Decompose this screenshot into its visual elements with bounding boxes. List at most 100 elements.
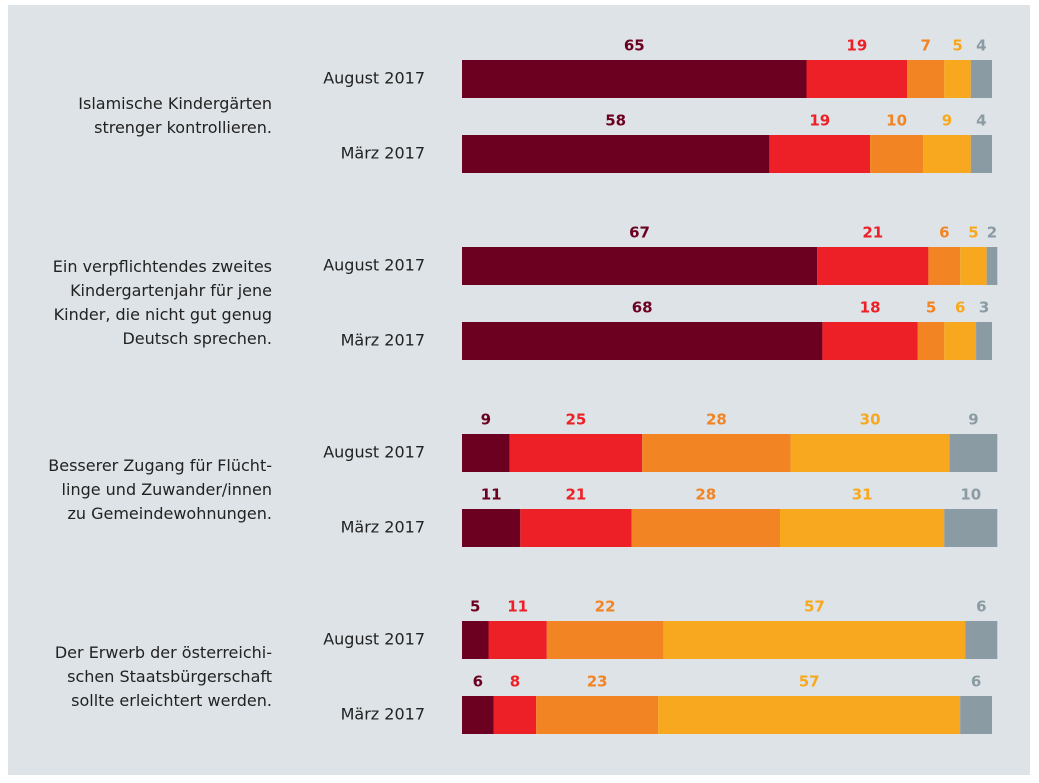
- bar-segment: [976, 322, 992, 360]
- group-label: Der Erwerb der österreichi-: [55, 643, 272, 662]
- value-label: 6: [473, 673, 483, 691]
- group-label: linge und Zuwander/innen: [62, 480, 272, 499]
- group-label: Kindergartenjahr für jene: [70, 281, 272, 300]
- bar-segment: [970, 135, 992, 173]
- bar-segment: [790, 434, 950, 472]
- value-label: 57: [799, 673, 820, 691]
- value-label: 28: [695, 486, 716, 504]
- value-label: 5: [968, 224, 978, 242]
- category-label: März 2017: [341, 705, 425, 724]
- category-label: März 2017: [341, 331, 425, 350]
- group-label: strenger kontrollieren.: [94, 118, 272, 137]
- bar-segment: [769, 135, 871, 173]
- bar-segment: [462, 247, 818, 285]
- bar-segment: [520, 509, 632, 547]
- group-label: Islamische Kindergärten: [78, 94, 272, 113]
- value-label: 22: [595, 598, 616, 616]
- bar-segment: [907, 60, 945, 98]
- value-label: 6: [955, 299, 965, 317]
- value-label: 2: [987, 224, 997, 242]
- value-label: 31: [852, 486, 873, 504]
- bar-segment: [949, 434, 998, 472]
- value-label: 58: [605, 112, 626, 130]
- bar-segment: [462, 696, 494, 734]
- value-label: 10: [960, 486, 981, 504]
- bar-segment: [944, 322, 977, 360]
- bar-segment: [960, 247, 987, 285]
- bar-segment: [493, 696, 537, 734]
- bar-segment: [642, 434, 791, 472]
- bar-segment: [488, 621, 547, 659]
- value-label: 25: [566, 411, 587, 429]
- value-label: 8: [510, 673, 520, 691]
- value-label: 11: [481, 486, 502, 504]
- value-label: 6: [939, 224, 949, 242]
- value-label: 5: [952, 37, 962, 55]
- value-label: 4: [976, 112, 986, 130]
- bar-segment: [462, 621, 489, 659]
- bar-segment: [960, 696, 992, 734]
- category-label: März 2017: [341, 144, 425, 163]
- bar-segment: [970, 60, 992, 98]
- value-label: 10: [886, 112, 907, 130]
- group-label: schen Staatsbürgerschaft: [67, 667, 272, 686]
- group-label: Deutsch sprechen.: [122, 329, 272, 348]
- bar-segment: [928, 247, 961, 285]
- group-label: Besserer Zugang für Flücht-: [48, 456, 272, 475]
- bar-segment: [917, 322, 945, 360]
- value-label: 21: [862, 224, 883, 242]
- value-label: 3: [979, 299, 989, 317]
- bar-segment: [944, 509, 998, 547]
- bar-segment: [658, 696, 961, 734]
- bar-segment: [663, 621, 966, 659]
- value-label: 5: [470, 598, 480, 616]
- group-label: sollte erleichtert werden.: [71, 691, 272, 710]
- category-label: August 2017: [323, 443, 425, 462]
- bar-segment: [462, 60, 807, 98]
- group-label: zu Gemeindewohnungen.: [67, 504, 272, 523]
- bar-segment: [462, 434, 510, 472]
- bar-segment: [817, 247, 929, 285]
- bar-segment: [546, 621, 664, 659]
- bar-segment: [986, 247, 998, 285]
- bar-segment: [870, 135, 924, 173]
- bar-segment: [509, 434, 643, 472]
- bar-segment: [462, 322, 823, 360]
- value-label: 28: [706, 411, 727, 429]
- category-label: August 2017: [323, 630, 425, 649]
- bar-segment: [631, 509, 780, 547]
- bar-segment: [536, 696, 659, 734]
- value-label: 5: [926, 299, 936, 317]
- value-label: 9: [968, 411, 978, 429]
- value-label: 7: [921, 37, 931, 55]
- bar-segment: [806, 60, 908, 98]
- bar-segment: [462, 135, 770, 173]
- value-label: 68: [632, 299, 653, 317]
- value-label: 23: [587, 673, 608, 691]
- category-label: August 2017: [323, 69, 425, 88]
- value-label: 21: [566, 486, 587, 504]
- value-label: 19: [846, 37, 867, 55]
- value-label: 4: [976, 37, 986, 55]
- value-label: 9: [481, 411, 491, 429]
- value-label: 9: [942, 112, 952, 130]
- value-label: 30: [860, 411, 881, 429]
- value-label: 6: [971, 673, 981, 691]
- value-label: 18: [860, 299, 881, 317]
- category-label: August 2017: [323, 256, 425, 275]
- group-label: Kinder, die nicht gut genug: [54, 305, 272, 324]
- bar-segment: [965, 621, 998, 659]
- value-label: 11: [507, 598, 528, 616]
- bar-segment: [780, 509, 945, 547]
- value-label: 6: [976, 598, 986, 616]
- value-label: 65: [624, 37, 645, 55]
- bar-segment: [462, 509, 521, 547]
- category-label: März 2017: [341, 518, 425, 537]
- bar-segment: [923, 135, 971, 173]
- bar-segment: [822, 322, 918, 360]
- value-label: 19: [809, 112, 830, 130]
- bar-segment: [944, 60, 971, 98]
- value-label: 57: [804, 598, 825, 616]
